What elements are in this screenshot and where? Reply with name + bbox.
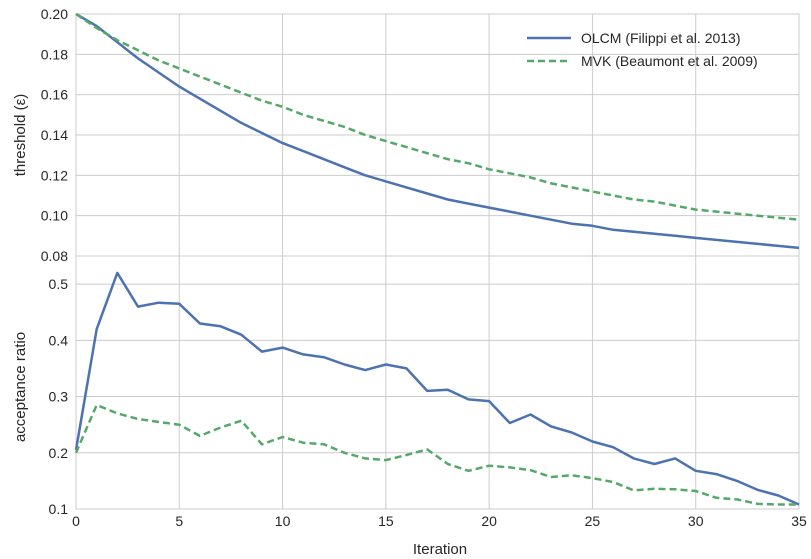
x-tick-label: 15 bbox=[378, 513, 394, 529]
y-axis-label-threshold: threshold (ε) bbox=[12, 94, 29, 177]
x-tick-label: 30 bbox=[688, 513, 704, 529]
y-tick-label-threshold: 0.10 bbox=[41, 208, 68, 224]
y-axis-label-acceptance: acceptance ratio bbox=[12, 332, 29, 442]
y-tick-label-acceptance: 0.4 bbox=[49, 332, 69, 348]
y-tick-label-threshold: 0.14 bbox=[41, 127, 68, 143]
x-tick-label: 10 bbox=[275, 513, 291, 529]
y-tick-label-threshold: 0.18 bbox=[41, 46, 68, 62]
legend: OLCM (Filippi et al. 2013) MVK (Beaumont… bbox=[527, 30, 758, 69]
mvk-line-acceptance bbox=[74, 403, 799, 506]
olcm-line-threshold bbox=[75, 12, 800, 250]
legend-label-mvk: MVK (Beaumont et al. 2009) bbox=[581, 53, 758, 69]
olcm-line-acceptance bbox=[74, 271, 800, 506]
x-tick-label: 35 bbox=[791, 513, 807, 529]
acceptance-ratio-panel: 0 5 10 15 20 25 30 35 0.1 0.2 0.3 0.4 0.5 bbox=[49, 255, 807, 529]
y-tick-label-acceptance: 0.3 bbox=[49, 389, 69, 405]
x-tick-label: 20 bbox=[481, 513, 497, 529]
x-tick-label: 0 bbox=[72, 513, 80, 529]
x-axis-label: Iteration bbox=[413, 541, 467, 558]
x-tick-label: 25 bbox=[585, 513, 601, 529]
plot-frame-acceptance bbox=[75, 255, 800, 510]
y-tick-label-threshold: 0.16 bbox=[41, 87, 68, 103]
y-tick-label-acceptance: 0.5 bbox=[49, 276, 69, 292]
mvk-line-threshold bbox=[75, 12, 800, 221]
y-tick-label-threshold: 0.12 bbox=[41, 167, 68, 183]
y-tick-label-threshold: 0.20 bbox=[41, 6, 68, 22]
y-tick-label-threshold: 0.08 bbox=[41, 248, 68, 264]
y-tick-label-acceptance: 0.2 bbox=[49, 445, 69, 461]
threshold-panel: 0.08 0.10 0.12 0.14 0.16 0.18 0.20 bbox=[41, 6, 800, 264]
x-tick-label: 5 bbox=[175, 513, 183, 529]
y-tick-label-acceptance: 0.1 bbox=[49, 501, 69, 517]
legend-label-olcm: OLCM (Filippi et al. 2013) bbox=[581, 30, 741, 46]
